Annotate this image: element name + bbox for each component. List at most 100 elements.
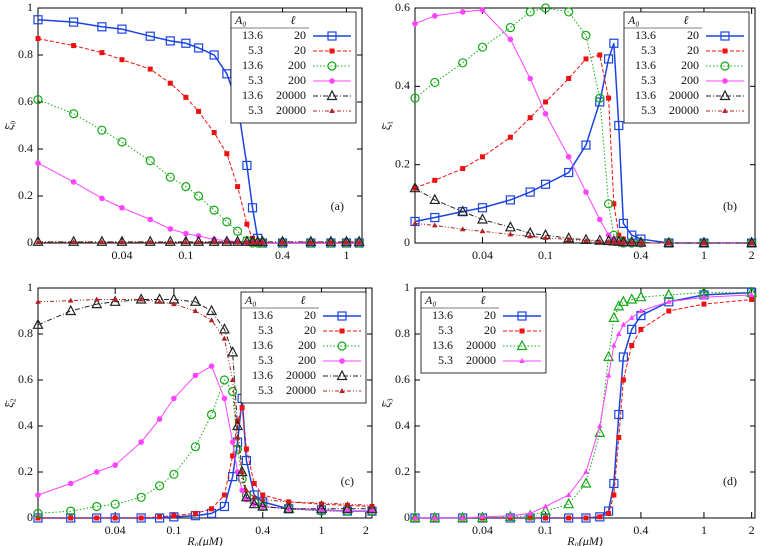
marker [145,31,155,41]
marker [35,492,41,498]
marker [218,323,230,334]
marker [167,239,174,245]
marker [242,160,252,171]
marker [224,239,230,245]
marker [609,38,619,48]
series-line [38,398,372,519]
y-tick-label: 1 [404,280,410,294]
series-line [37,299,372,510]
legend-a0: 5.3 [258,383,273,397]
marker [33,95,43,105]
series-line [38,407,373,519]
marker [259,496,266,502]
x-tick-label: 2 [749,523,755,537]
legend-a0: 13.6 [432,308,453,322]
marker [606,95,612,101]
marker [33,508,43,519]
legend-ell: 20000 [286,383,316,397]
marker [326,89,338,101]
marker [305,235,317,246]
x-tick-label: 1 [701,523,707,537]
marker [315,502,327,513]
marker [527,115,533,121]
marker [479,154,485,160]
y-tick-label: 0.6 [18,94,33,108]
marker [183,230,189,237]
legend-header: ℓ [291,13,296,27]
marker [209,50,219,60]
marker [430,77,440,88]
y-tick-label: 0.4 [18,141,33,155]
marker [527,75,533,82]
marker [243,487,250,493]
marker [581,140,591,150]
marker [460,166,466,172]
marker [144,235,156,246]
marker [116,235,128,246]
legend-ell: 20000 [466,338,496,352]
marker [35,239,41,245]
marker [189,295,201,306]
y-tick-label: 1 [27,0,33,14]
marker [459,515,466,520]
marker [595,93,605,103]
marker [507,134,513,140]
marker [239,405,245,411]
legend-header: ℓ [301,293,306,307]
marker [249,239,256,245]
marker [318,500,325,506]
marker [431,222,438,228]
marker [409,181,421,193]
marker [519,358,525,363]
marker [244,221,250,227]
marker [154,513,165,523]
marker [701,240,707,245]
marker [165,36,175,46]
marker [117,24,127,34]
marker [283,502,295,513]
x-tick-label: 0.1 [166,523,181,537]
legend: A₀ ℓ 13.6 20 5.3 20 13.6 20000 5.3 20000 [420,291,547,374]
marker [206,409,217,420]
marker [35,160,41,166]
marker [608,311,620,322]
y-tick-label: 0 [27,235,33,249]
marker [431,13,438,19]
legend-ell: 20 [687,28,699,42]
marker [244,239,250,245]
marker [167,226,174,232]
marker [617,295,629,306]
marker [722,48,728,54]
legend-ell: 20000 [276,88,306,102]
marker [232,235,244,246]
marker [479,228,486,234]
marker [431,515,438,520]
marker [234,434,241,440]
marker [525,7,535,17]
marker [666,240,672,245]
marker [32,318,44,329]
marker [285,498,292,504]
marker [565,236,572,242]
marker [412,20,418,27]
marker [171,513,177,519]
marker [429,511,441,523]
legend-a0: 5.3 [248,43,263,57]
marker [260,492,266,498]
marker [605,238,612,244]
y-axis-label: ξ̄₂ [2,398,16,408]
marker [412,220,418,226]
marker [565,492,572,497]
marker [369,502,375,508]
marker [112,515,118,521]
marker [722,108,728,113]
marker [251,481,257,486]
marker [251,494,257,500]
marker [229,439,236,445]
marker [542,110,549,117]
marker [477,42,488,52]
marker [596,238,603,244]
marker [92,501,102,512]
y-tick-label: 0.2 [395,156,410,170]
